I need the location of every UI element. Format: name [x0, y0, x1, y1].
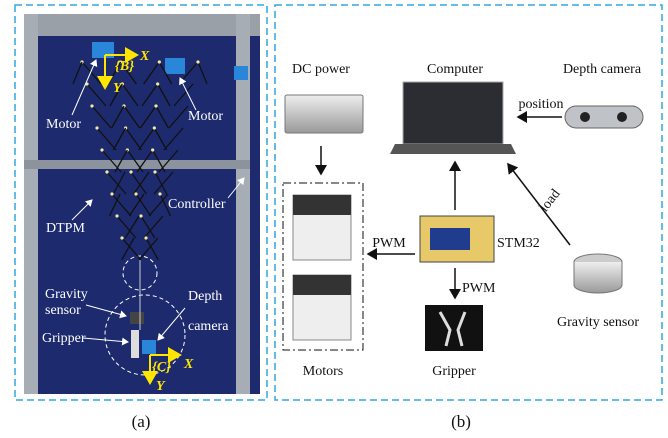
axis-label: Y	[156, 379, 166, 394]
joint	[151, 148, 154, 151]
frame-left	[24, 14, 38, 394]
joint	[100, 148, 103, 151]
label: Gravity sensor	[557, 315, 639, 330]
label: position	[518, 97, 563, 112]
axis-label: X	[139, 49, 150, 64]
frame-label: {C}	[152, 360, 171, 375]
joint	[196, 60, 199, 63]
joint	[156, 82, 159, 85]
laptop-base	[390, 144, 516, 154]
axis-label: X	[183, 357, 194, 372]
joint	[110, 192, 113, 195]
frame-top	[24, 14, 260, 36]
joint	[158, 60, 161, 63]
label: Depth camera	[563, 62, 642, 77]
joint	[153, 170, 156, 173]
label: Gripper	[432, 364, 476, 379]
label: camera	[188, 319, 229, 334]
label: STM32	[497, 236, 540, 251]
label: Depth	[188, 289, 222, 304]
controller-box	[234, 66, 248, 80]
label: Motors	[303, 364, 343, 379]
joint	[139, 214, 142, 217]
gripper-part	[131, 330, 139, 358]
joint	[120, 236, 123, 239]
axis-label: Y	[113, 81, 123, 96]
joint	[129, 170, 132, 173]
gravity-sensor-part	[130, 312, 144, 324]
laptop-screen	[403, 82, 503, 144]
gripper-photo	[425, 305, 483, 351]
sensor-body	[574, 262, 622, 293]
joint	[134, 192, 137, 195]
label: PWM	[462, 281, 496, 296]
motor-right	[165, 58, 185, 74]
frame-label: {B}	[115, 59, 134, 74]
chip	[430, 228, 470, 250]
servo-top	[293, 195, 351, 215]
joint	[158, 192, 161, 195]
figure: {B} X Y Motor Motor Controller DTPM Grav…	[0, 0, 668, 438]
power-supply	[285, 95, 363, 133]
label: Motor	[188, 109, 223, 124]
label: Motor	[46, 117, 81, 132]
depth-camera	[565, 106, 643, 128]
camera-part	[142, 340, 156, 354]
label: DC power	[292, 62, 350, 77]
joint	[144, 236, 147, 239]
label: Controller	[168, 197, 226, 212]
servo-top	[293, 275, 351, 295]
label: load	[537, 187, 564, 215]
joint	[154, 104, 157, 107]
joint	[95, 126, 98, 129]
devices	[283, 82, 643, 351]
label: DTPM	[46, 221, 85, 236]
page: {"panel_a": {"caption": "(a)", "frame_b"…	[0, 0, 668, 438]
joint	[115, 214, 118, 217]
caption: (b)	[451, 412, 471, 431]
joint	[90, 104, 93, 107]
joint	[153, 126, 156, 129]
joint	[105, 170, 108, 173]
lens	[580, 112, 590, 122]
caption: (a)	[132, 412, 151, 431]
label: Gravity	[45, 287, 88, 302]
lens	[617, 112, 627, 122]
label: sensor	[45, 303, 81, 318]
label: Gripper	[42, 331, 86, 346]
label: PWM	[372, 236, 406, 251]
label: Computer	[427, 62, 483, 77]
